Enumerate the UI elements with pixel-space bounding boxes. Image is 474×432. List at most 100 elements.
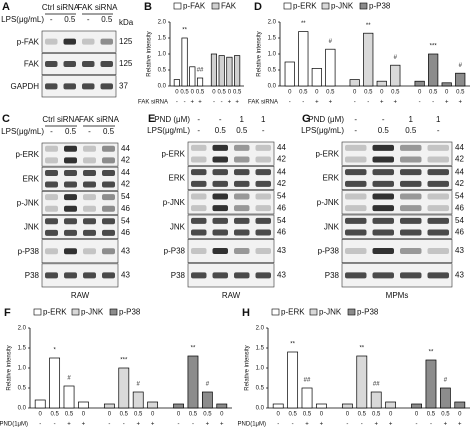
band bbox=[427, 248, 449, 254]
x-tick-label: 0 bbox=[288, 90, 292, 96]
x-tick-label: 0 bbox=[39, 412, 43, 418]
header-value: - bbox=[354, 126, 357, 135]
band bbox=[345, 272, 367, 279]
significance: # bbox=[137, 382, 141, 388]
bar bbox=[349, 79, 360, 87]
header-value: - bbox=[197, 115, 200, 124]
band bbox=[100, 83, 113, 90]
blot-frame bbox=[187, 141, 275, 166]
legend-swatch bbox=[271, 308, 280, 316]
legend-label: p-JNK bbox=[331, 2, 354, 11]
treatment-value: + bbox=[82, 422, 86, 428]
band bbox=[64, 229, 77, 236]
band bbox=[45, 218, 58, 225]
band bbox=[234, 217, 250, 224]
header-value: 0.5 bbox=[378, 126, 390, 135]
band bbox=[191, 205, 207, 212]
treatment-value: - bbox=[292, 422, 294, 428]
treatment-value: + bbox=[458, 422, 462, 428]
band bbox=[345, 144, 367, 151]
bar bbox=[356, 355, 368, 409]
header-value: 0.5 bbox=[236, 126, 248, 135]
treatment-value: - bbox=[346, 422, 348, 428]
treatment-value: - bbox=[277, 422, 279, 428]
treatment-value: + bbox=[136, 422, 140, 428]
treatment-value: - bbox=[221, 100, 223, 106]
y-axis-label: Relative intensity bbox=[245, 345, 251, 390]
blot-frame bbox=[187, 166, 275, 190]
significance: ** bbox=[359, 346, 364, 352]
row-label: P38 bbox=[25, 271, 40, 280]
panel-letter: E bbox=[148, 113, 155, 125]
x-tick-label: 0 bbox=[82, 412, 86, 418]
treatment-value: + bbox=[206, 422, 210, 428]
x-tick-label: 0.5 bbox=[372, 412, 381, 418]
band bbox=[345, 248, 367, 254]
legend-label: p-ERK bbox=[281, 308, 305, 317]
kda-label: 43 bbox=[455, 246, 464, 255]
band bbox=[64, 169, 77, 176]
band bbox=[191, 272, 207, 279]
treatment-value: + bbox=[315, 100, 319, 106]
bar bbox=[181, 37, 188, 87]
band bbox=[63, 38, 76, 45]
row-label: P38 bbox=[171, 271, 186, 280]
kda-label: 44 bbox=[121, 144, 130, 153]
panel-letter: C bbox=[2, 113, 10, 125]
x-tick-label: 0.5 bbox=[50, 412, 59, 418]
band bbox=[234, 248, 250, 254]
band bbox=[64, 272, 77, 279]
band bbox=[102, 169, 115, 176]
bar bbox=[63, 385, 75, 409]
band bbox=[45, 61, 58, 67]
y-tick-label: 2.0 bbox=[18, 326, 27, 332]
band bbox=[102, 181, 115, 188]
kda-label: 125 bbox=[119, 37, 133, 46]
treatment-value: + bbox=[374, 422, 378, 428]
band bbox=[83, 194, 96, 201]
y-tick-label: 1.5 bbox=[158, 36, 167, 42]
blot-frame bbox=[41, 191, 119, 215]
band bbox=[45, 169, 58, 176]
kda-label: 43 bbox=[121, 246, 130, 255]
x-tick-label: 0.5 bbox=[189, 412, 198, 418]
band bbox=[102, 218, 115, 225]
treatment-value: - bbox=[432, 100, 434, 106]
row-label: ERK bbox=[169, 174, 186, 183]
treatment-value: + bbox=[458, 100, 462, 106]
legend-swatch bbox=[359, 2, 368, 10]
band bbox=[255, 180, 271, 187]
header-value: - bbox=[88, 127, 91, 136]
band bbox=[102, 157, 115, 164]
bar bbox=[189, 66, 196, 87]
bar bbox=[187, 355, 199, 409]
header-value: 0.5 bbox=[103, 127, 115, 136]
panel-letter: G bbox=[302, 113, 311, 125]
band bbox=[400, 205, 422, 212]
band bbox=[345, 169, 367, 176]
y-tick-label: 0.0 bbox=[256, 406, 265, 412]
x-tick-label: 0 bbox=[175, 90, 179, 96]
band bbox=[212, 169, 228, 176]
header-value: - bbox=[354, 115, 357, 124]
band bbox=[191, 217, 207, 224]
kda-label: 42 bbox=[455, 179, 464, 188]
band bbox=[400, 217, 422, 224]
significance: # bbox=[329, 39, 333, 45]
blot-frame bbox=[41, 263, 119, 288]
x-tick-label: 0.5 bbox=[233, 90, 242, 96]
treatment-label: FAK siRNA bbox=[248, 100, 278, 106]
kda-label: 44 bbox=[455, 143, 464, 152]
band bbox=[82, 61, 95, 67]
header-value: - bbox=[197, 126, 200, 135]
treatment-value: + bbox=[444, 422, 448, 428]
x-tick-label: 0.5 bbox=[358, 412, 367, 418]
band bbox=[191, 180, 207, 187]
row-label: p-ERK bbox=[15, 150, 39, 159]
band bbox=[64, 218, 77, 225]
x-tick-label: 0.5 bbox=[427, 412, 436, 418]
treatment-value: + bbox=[329, 100, 333, 106]
bar bbox=[216, 403, 228, 409]
band bbox=[45, 145, 58, 152]
band bbox=[372, 248, 394, 254]
